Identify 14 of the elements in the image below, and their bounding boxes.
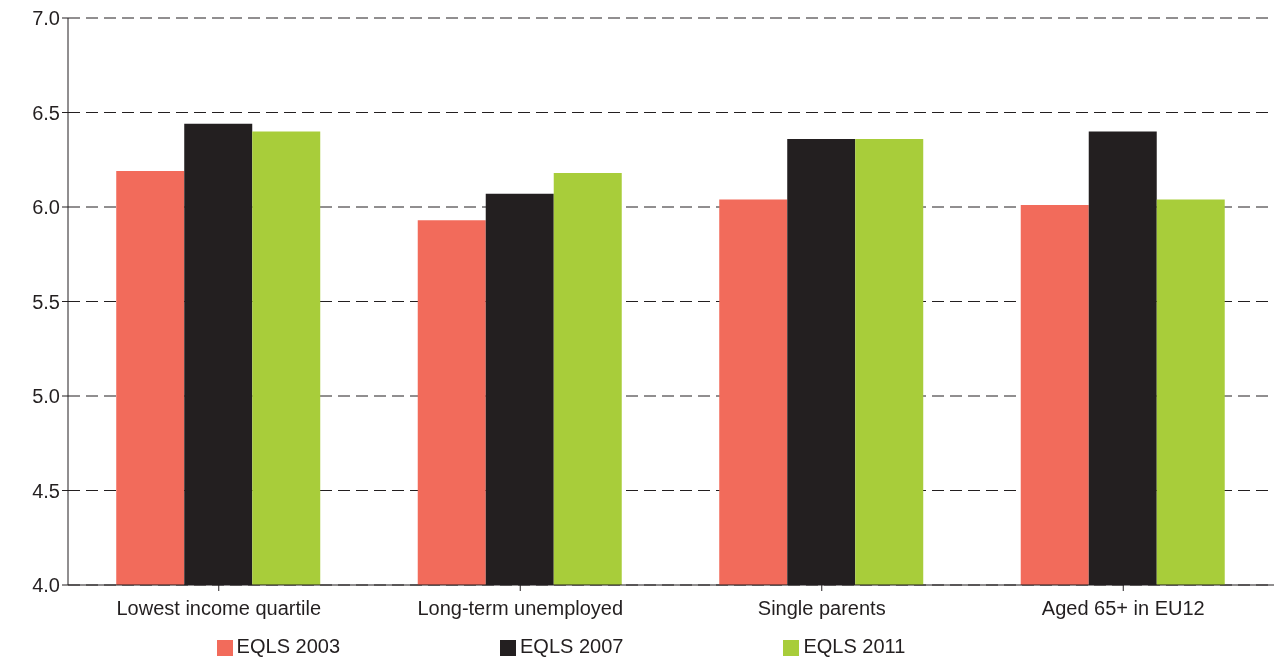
y-tick-label: 5.0 <box>32 385 60 408</box>
y-tick-label: 7.0 <box>32 7 60 30</box>
y-tick-label: 6.0 <box>32 196 60 219</box>
x-tick-label: Single parents <box>757 597 886 620</box>
y-tick-label: 4.5 <box>32 479 60 502</box>
y-tick-label: 4.0 <box>32 574 60 597</box>
legend-label: EQLS 2003 <box>236 635 341 657</box>
x-tick-label: Aged 65+ in EU12 <box>1041 597 1205 620</box>
legend-label: EQLS 2011 <box>803 635 906 657</box>
y-tick-label: 6.5 <box>32 101 60 124</box>
y-tick-label: 5.5 <box>32 290 60 313</box>
x-tick-label: Lowest income quartile <box>116 597 322 620</box>
legend-label: EQLS 2007 <box>520 635 624 657</box>
x-tick-label: Long-term unemployed <box>417 597 624 620</box>
